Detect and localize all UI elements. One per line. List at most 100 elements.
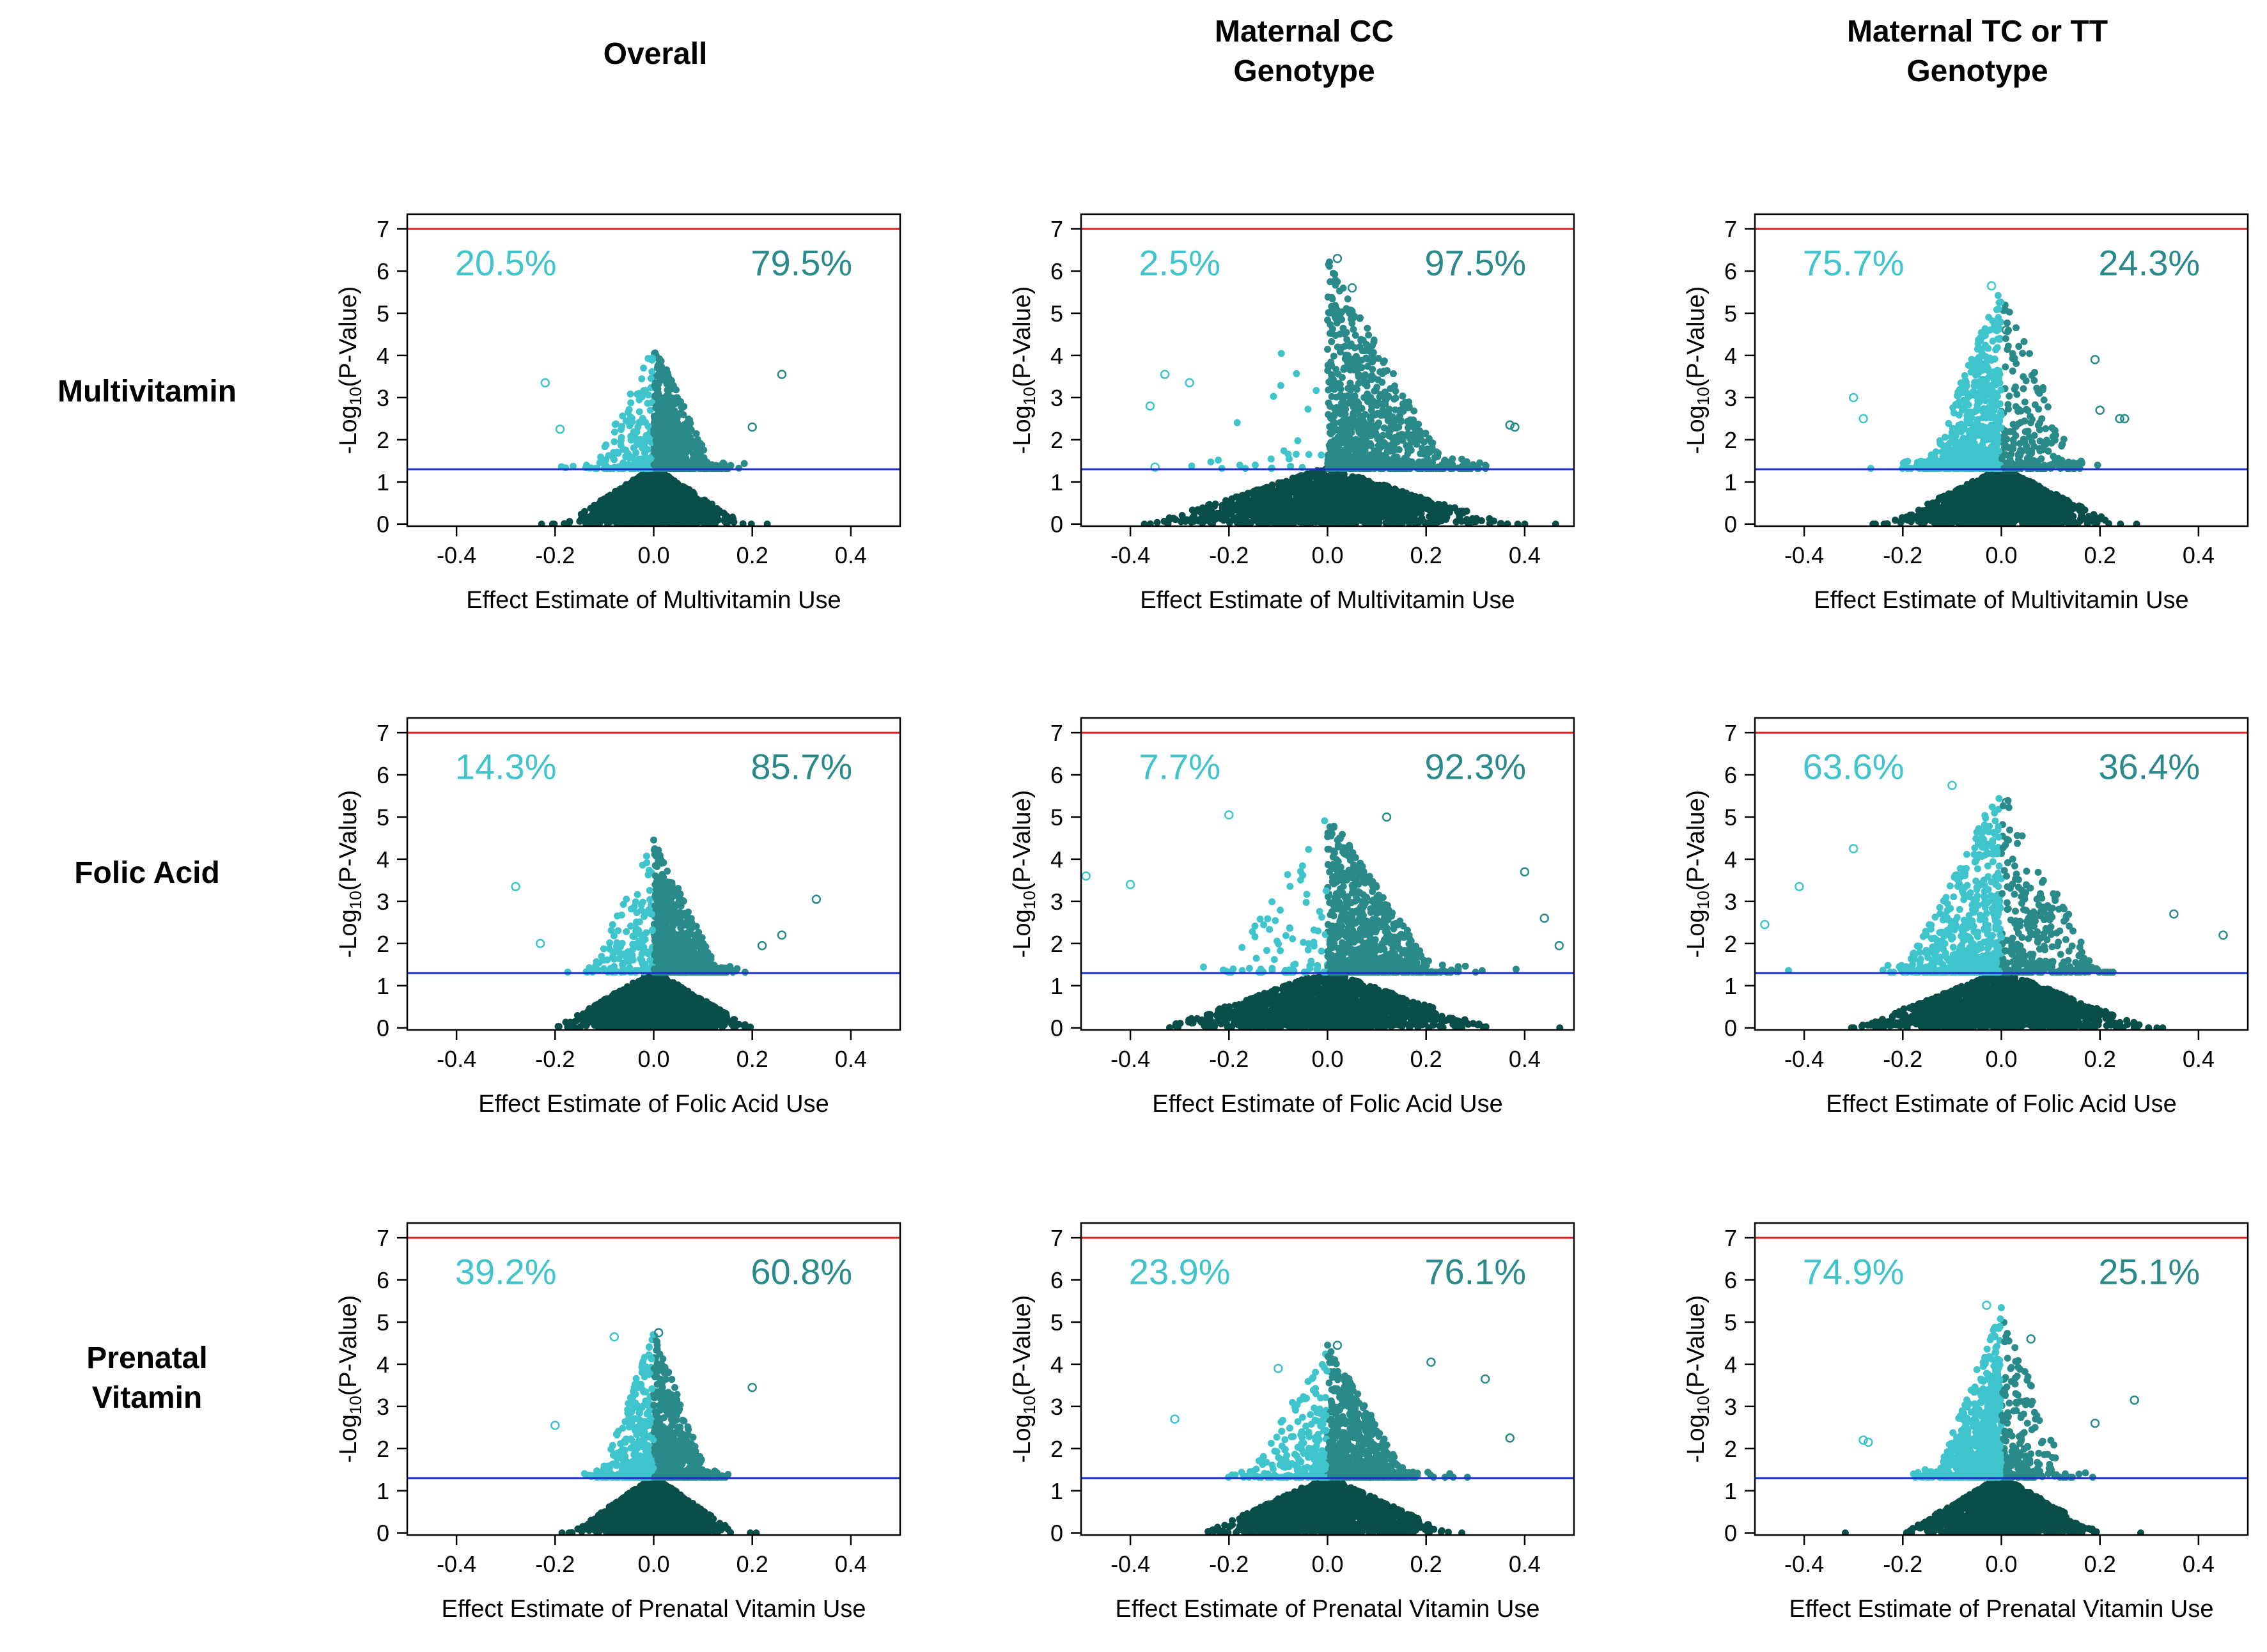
point-nonsig xyxy=(1165,516,1173,524)
point-nonsig xyxy=(1272,501,1279,509)
point-sig xyxy=(622,417,630,425)
point-nonsig xyxy=(628,488,636,496)
point-sig xyxy=(627,399,635,407)
point-sig xyxy=(1391,382,1398,390)
point-nonsig xyxy=(1446,506,1454,514)
point-nonsig xyxy=(1458,517,1465,525)
point-sig xyxy=(680,403,688,410)
point-nonsig xyxy=(1357,501,1364,509)
point-nonsig xyxy=(1303,490,1311,497)
point-sig xyxy=(1347,386,1355,394)
point-sig xyxy=(1396,407,1404,415)
point-nonsig xyxy=(677,494,685,502)
y-tick-label: 2 xyxy=(377,427,389,453)
point-sig xyxy=(644,391,652,399)
point-nonsig xyxy=(1239,492,1247,499)
x-tick-label: -0.4 xyxy=(437,542,476,568)
point-sig xyxy=(697,441,705,449)
point-nonsig xyxy=(1427,505,1435,513)
point-sig xyxy=(1380,424,1388,432)
point-sig xyxy=(1280,447,1288,455)
point-sig xyxy=(619,412,627,420)
point-sig xyxy=(735,464,743,472)
point-sig xyxy=(1352,435,1360,443)
point-sig xyxy=(1325,386,1332,394)
point-nonsig xyxy=(1272,513,1280,521)
point-nonsig xyxy=(655,496,662,504)
point-nonsig xyxy=(1337,483,1344,491)
point-sig xyxy=(1324,345,1332,353)
point-sig xyxy=(652,404,660,412)
point-sig xyxy=(1355,371,1362,378)
point-sig xyxy=(597,453,605,461)
point-sig xyxy=(1389,370,1397,377)
point-sig xyxy=(1313,387,1320,394)
point-nonsig xyxy=(1552,520,1559,526)
point-sig xyxy=(666,394,674,402)
negative-percent-label: 2.5% xyxy=(1139,243,1220,283)
point-sig xyxy=(1380,400,1388,407)
point-sig xyxy=(650,430,658,437)
point-nonsig xyxy=(692,503,699,511)
point-sig xyxy=(1380,357,1388,365)
point-sig xyxy=(1369,398,1377,405)
point-nonsig xyxy=(667,476,674,484)
point-nonsig xyxy=(1359,487,1366,494)
point-sig xyxy=(708,461,716,469)
point-outlier xyxy=(1347,283,1357,293)
point-nonsig xyxy=(1204,517,1211,524)
point-sig xyxy=(1344,295,1352,303)
point-nonsig xyxy=(1318,481,1326,489)
point-sig xyxy=(1449,462,1456,470)
point-nonsig xyxy=(1297,517,1304,525)
point-nonsig xyxy=(599,506,607,514)
point-sig xyxy=(1328,454,1336,462)
point-sig xyxy=(1339,417,1347,425)
point-nonsig xyxy=(1380,483,1387,490)
point-nonsig xyxy=(591,506,598,514)
y-axis-label: -Log10(P-Value) xyxy=(1009,286,1039,455)
point-sig xyxy=(1188,462,1196,470)
point-sig xyxy=(1421,461,1428,469)
point-nonsig xyxy=(715,507,723,515)
point-sig xyxy=(1346,365,1353,373)
point-sig xyxy=(1372,411,1380,419)
point-sig xyxy=(626,422,634,430)
point-outlier xyxy=(540,378,550,388)
x-tick-label: 0.4 xyxy=(835,542,867,568)
point-sig xyxy=(1435,449,1442,457)
point-sig xyxy=(650,461,658,469)
point-sig xyxy=(663,371,671,378)
point-sig xyxy=(1350,325,1357,333)
point-nonsig xyxy=(588,517,596,524)
point-nonsig xyxy=(1199,504,1206,512)
x-tick-label: 0.0 xyxy=(1311,542,1343,568)
point-nonsig xyxy=(1379,503,1387,511)
column-header-0-line-0: Overall xyxy=(604,37,708,71)
point-outlier xyxy=(747,422,757,432)
point-sig xyxy=(627,390,634,398)
point-sig xyxy=(1440,457,1448,465)
point-sig xyxy=(1352,331,1359,339)
point-sig xyxy=(1293,370,1300,377)
point-nonsig xyxy=(1356,478,1364,485)
point-nonsig xyxy=(662,499,669,507)
x-tick-label: -0.2 xyxy=(535,542,575,568)
point-sig xyxy=(602,441,610,449)
row-header-0-line-0: Multivitamin xyxy=(58,375,237,409)
point-nonsig xyxy=(614,507,621,515)
negative-percent-label: 20.5% xyxy=(455,243,557,283)
point-sig xyxy=(1399,437,1406,444)
point-nonsig xyxy=(655,518,663,526)
point-sig xyxy=(1348,396,1356,403)
point-nonsig xyxy=(1343,517,1351,524)
point-nonsig xyxy=(638,518,646,526)
scatter-points xyxy=(1141,253,1559,526)
point-sig xyxy=(1365,347,1373,355)
point-sig xyxy=(652,393,660,401)
point-nonsig xyxy=(661,487,669,494)
point-sig xyxy=(1325,378,1333,386)
point-nonsig xyxy=(626,481,634,488)
point-sig xyxy=(1390,419,1398,426)
y-tick-label: 0 xyxy=(1050,511,1063,538)
